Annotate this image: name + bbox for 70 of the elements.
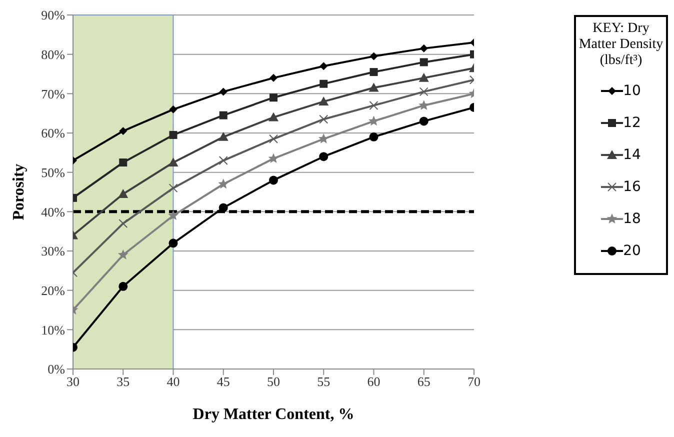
point [318,133,329,144]
point [420,44,428,52]
point [419,116,428,126]
point [368,82,379,92]
legend-title: KEY: Dry Matter Density (lbs/ft³) [578,21,664,69]
point [169,105,178,114]
point [168,210,178,220]
point [320,80,328,88]
point [218,156,228,166]
point [369,100,378,110]
point [268,112,278,122]
point [418,100,430,110]
point [219,88,228,96]
x-tick-label: 65 [417,374,430,390]
x-tick-label: 50 [267,374,280,390]
point [168,238,178,248]
y-tick-label: 80% [41,46,66,62]
point [168,184,178,193]
point [118,249,128,260]
point [368,116,379,126]
point [219,111,228,120]
x-tick-label: 30 [66,374,80,390]
point [269,176,278,185]
point [169,130,178,139]
point [269,134,278,144]
point [370,52,378,60]
x-tick-label: 45 [216,374,230,390]
y-tick-label: 60% [41,126,66,141]
point [320,62,328,70]
point [119,158,128,166]
point [118,218,128,228]
y-tick-label: 50% [41,164,66,180]
x-tick-label: 70 [468,374,480,390]
point [218,178,229,189]
point [118,282,128,291]
point [418,72,429,82]
point [319,114,328,124]
x-tick-label: 55 [317,374,330,390]
point [370,68,378,76]
y-tick-label: 10% [41,322,66,338]
legend-label: 16 [623,179,641,195]
x-tick-label: 60 [367,374,380,390]
x-tick-label: 40 [166,374,180,390]
x-tick-label: 35 [116,374,130,390]
y-tick-label: 40% [41,204,66,220]
point [268,153,279,164]
point [319,152,328,162]
y-tick-label: 90% [41,8,66,23]
y-axis-title: Porosity [10,164,28,220]
point [419,87,428,96]
legend-label: 12 [623,115,641,131]
x-axis-title: Dry Matter Content, % [192,406,354,423]
point [119,127,128,136]
point [118,188,128,198]
point [270,74,278,82]
point [168,158,178,166]
point [218,203,228,212]
legend-label: 14 [623,147,641,163]
point [420,58,428,66]
y-tick-label: 20% [41,282,66,298]
legend-label: 20 [623,243,641,259]
point [369,132,378,142]
point [270,94,278,102]
y-tick-label: 70% [41,86,66,102]
legend-label: 10 [623,83,641,99]
y-tick-label: 30% [41,244,66,259]
point [318,96,329,106]
point [218,132,228,141]
legend-label: 18 [623,211,641,227]
y-tick-label: 0% [48,362,66,377]
